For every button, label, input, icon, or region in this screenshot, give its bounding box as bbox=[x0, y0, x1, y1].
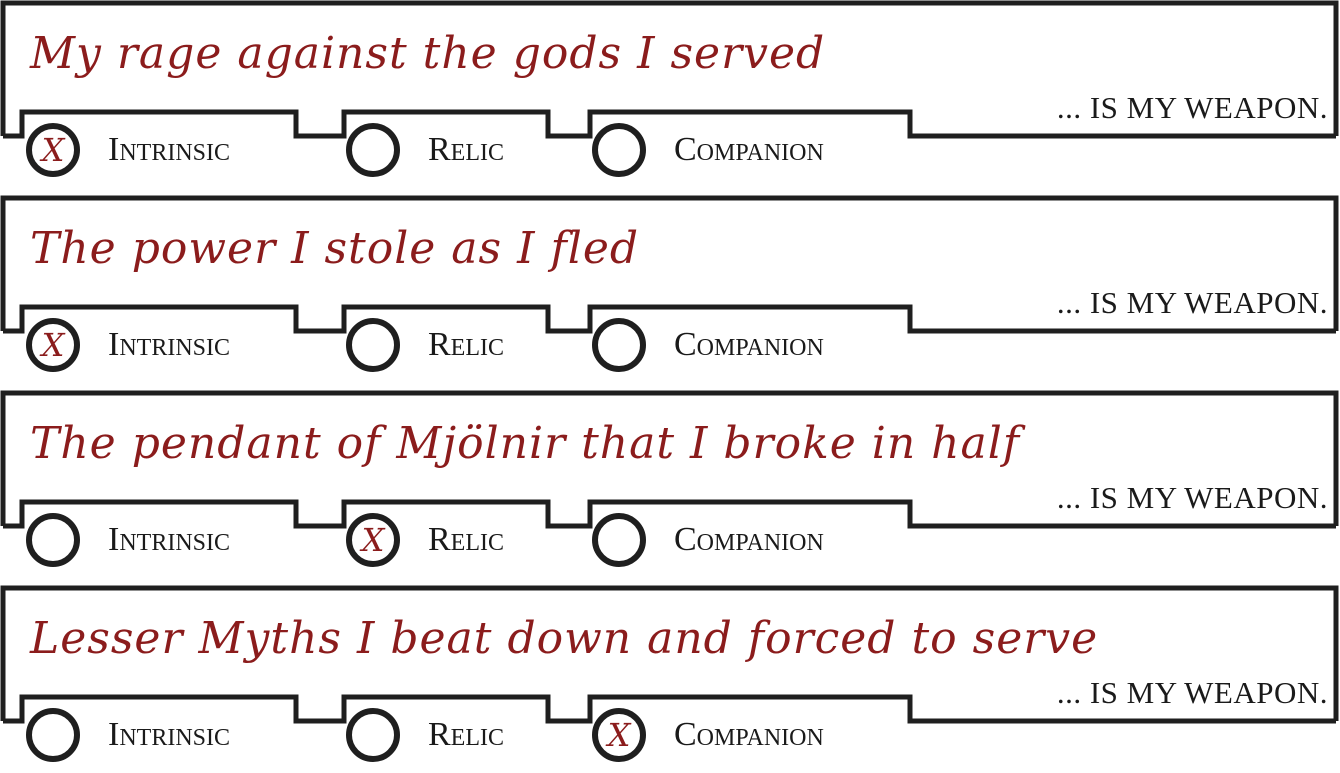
radio-circle[interactable] bbox=[592, 513, 646, 567]
radio-circle[interactable] bbox=[346, 708, 400, 762]
weapon-suffix: ... IS MY WEAPON. bbox=[1056, 285, 1328, 320]
option-label: Companion bbox=[674, 131, 824, 168]
frame-tabs bbox=[3, 694, 1336, 724]
weapon-description[interactable]: The power I stole as I fled bbox=[30, 223, 640, 274]
option-companion[interactable]: Companion bbox=[592, 118, 824, 182]
option-label: Intrinsic bbox=[108, 326, 230, 363]
weapon-row: The power I stole as I fled ... IS MY WEA… bbox=[0, 195, 1340, 383]
weapon-frame bbox=[0, 390, 1339, 529]
option-intrinsic[interactable]: X Intrinsic bbox=[26, 313, 230, 377]
weapon-description[interactable]: My rage against the gods I served bbox=[30, 28, 826, 79]
option-relic[interactable]: Relic bbox=[346, 118, 504, 182]
weapon-row: Lesser Myths I beat down and forced to s… bbox=[0, 585, 1340, 773]
radio-circle[interactable] bbox=[592, 123, 646, 177]
radio-circle[interactable] bbox=[26, 708, 80, 762]
radio-circle[interactable]: X bbox=[26, 123, 80, 177]
option-label: Intrinsic bbox=[108, 521, 230, 558]
option-label: Relic bbox=[428, 326, 504, 363]
x-mark-icon: X bbox=[361, 521, 385, 559]
radio-circle[interactable] bbox=[346, 123, 400, 177]
weapon-frame bbox=[0, 0, 1339, 139]
option-label: Companion bbox=[674, 326, 824, 363]
weapon-suffix: ... IS MY WEAPON. bbox=[1056, 480, 1328, 515]
option-intrinsic[interactable]: Intrinsic bbox=[26, 703, 230, 767]
weapon-description[interactable]: The pendant of Mjölnir that I broke in h… bbox=[30, 418, 1021, 469]
option-label: Intrinsic bbox=[108, 131, 230, 168]
weapon-row: The pendant of Mjölnir that I broke in h… bbox=[0, 390, 1340, 578]
x-mark-icon: X bbox=[41, 326, 65, 364]
option-label: Companion bbox=[674, 716, 824, 753]
frame-outline bbox=[0, 585, 1339, 721]
weapon-row: My rage against the gods I served ... IS … bbox=[0, 0, 1340, 188]
weapon-suffix: ... IS MY WEAPON. bbox=[1056, 90, 1328, 125]
radio-circle[interactable] bbox=[346, 318, 400, 372]
option-relic[interactable]: Relic bbox=[346, 313, 504, 377]
radio-circle[interactable]: X bbox=[592, 708, 646, 762]
option-relic[interactable]: Relic bbox=[346, 703, 504, 767]
weapon-suffix: ... IS MY WEAPON. bbox=[1056, 675, 1328, 710]
radio-circle[interactable]: X bbox=[346, 513, 400, 567]
option-label: Companion bbox=[674, 521, 824, 558]
weapon-description[interactable]: Lesser Myths I beat down and forced to s… bbox=[30, 613, 1099, 664]
radio-circle[interactable] bbox=[26, 513, 80, 567]
frame-tabs bbox=[3, 304, 1336, 334]
option-label: Intrinsic bbox=[108, 716, 230, 753]
option-companion[interactable]: Companion bbox=[592, 313, 824, 377]
frame-tabs bbox=[3, 499, 1336, 529]
option-companion[interactable]: X Companion bbox=[592, 703, 824, 767]
weapon-frame bbox=[0, 585, 1339, 724]
frame-outline bbox=[0, 195, 1339, 331]
x-mark-icon: X bbox=[607, 716, 631, 754]
option-companion[interactable]: Companion bbox=[592, 508, 824, 572]
radio-circle[interactable] bbox=[592, 318, 646, 372]
option-intrinsic[interactable]: Intrinsic bbox=[26, 508, 230, 572]
frame-tabs bbox=[3, 109, 1336, 139]
option-label: Relic bbox=[428, 521, 504, 558]
weapon-frame bbox=[0, 195, 1339, 334]
radio-circle[interactable]: X bbox=[26, 318, 80, 372]
option-relic[interactable]: X Relic bbox=[346, 508, 504, 572]
frame-outline bbox=[0, 0, 1339, 136]
frame-outline bbox=[0, 390, 1339, 526]
x-mark-icon: X bbox=[41, 131, 65, 169]
option-label: Relic bbox=[428, 716, 504, 753]
option-intrinsic[interactable]: X Intrinsic bbox=[26, 118, 230, 182]
option-label: Relic bbox=[428, 131, 504, 168]
